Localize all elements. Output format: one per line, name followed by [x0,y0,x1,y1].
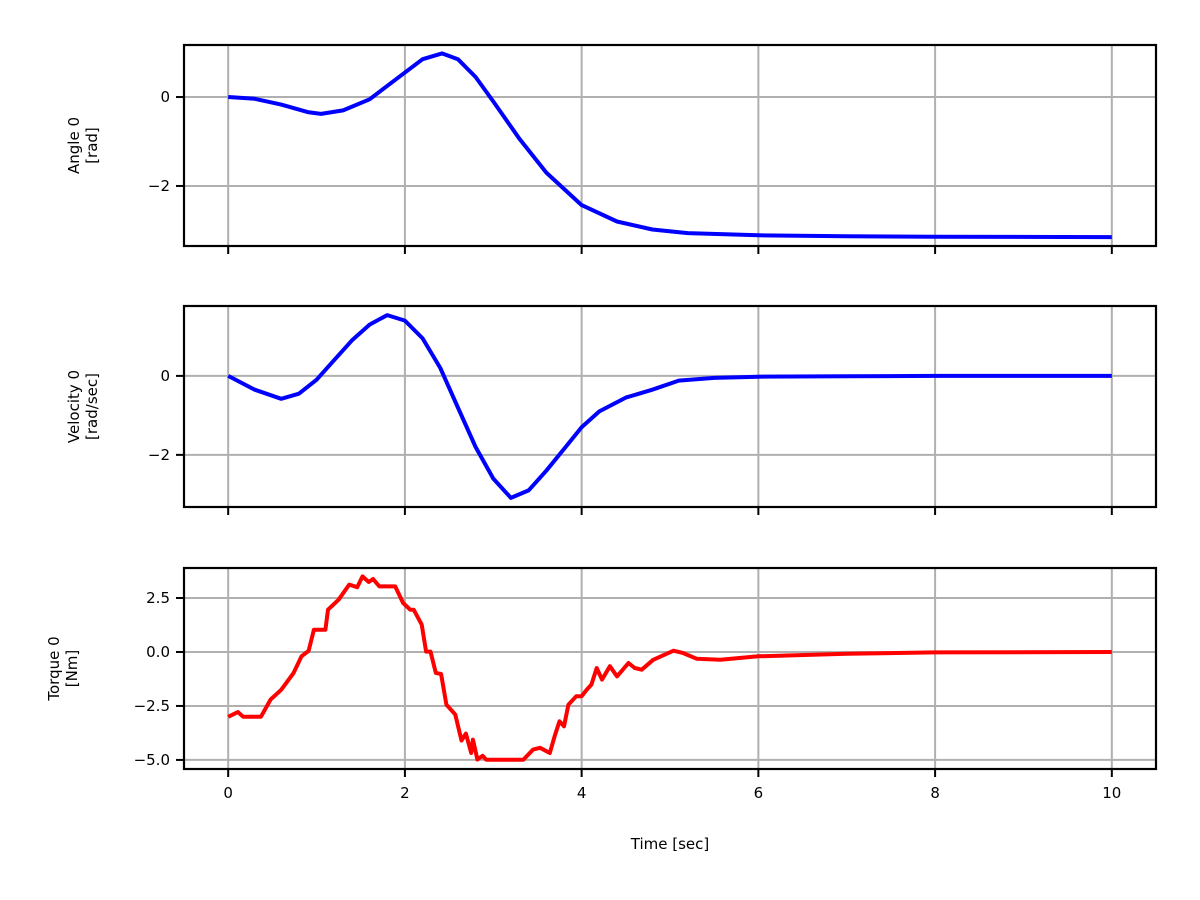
angle-y-label-line1: Angle 0 [65,117,83,174]
torque-x-tick-label: 6 [754,784,764,802]
velocity-subplot: 0 −2 Velocity 0 [rad/sec] [65,304,1158,515]
angle-y-axis-label: Angle 0 [rad] [65,117,101,174]
velocity-series-line [227,313,1112,500]
angle-axes-frame [182,43,1158,248]
angle-y-tick-label: 0 [160,88,170,106]
angle-y-label-line2: [rad] [83,127,101,164]
torque-y-tick-label: −5.0 [134,751,170,769]
x-axis-label: Time [sec] [630,835,709,853]
velocity-y-label-line2: [rad/sec] [83,373,101,440]
angle-series-line [228,51,1112,240]
torque-axes-frame [182,566,1158,771]
torque-y-tick-label: 0.0 [146,643,170,661]
torque-y-tick-label: −2.5 [134,697,170,715]
angle-y-tick-label: −2 [148,177,170,195]
velocity-y-tick-label: −2 [148,446,170,464]
torque-y-label-line1: Torque 0 [45,636,63,701]
torque-x-tick-label: 2 [400,784,410,802]
velocity-y-axis-label: Velocity 0 [rad/sec] [65,370,101,443]
torque-y-tick-label: 2.5 [146,589,170,607]
torque-y-axis-label: Torque 0 [Nm] [45,636,81,701]
torque-x-tick-label: 8 [930,784,940,802]
torque-x-tick-label: 10 [1102,784,1121,802]
velocity-y-label-line1: Velocity 0 [65,370,83,443]
torque-series-line [227,574,1112,762]
velocity-axes-frame [182,304,1158,509]
velocity-y-tick-label: 0 [160,367,170,385]
torque-y-label-line2: [Nm] [63,650,81,688]
angle-subplot: 0 −2 Angle 0 [rad] [65,43,1158,254]
torque-x-tick-label: 0 [223,784,233,802]
torque-x-tick-label: 4 [577,784,587,802]
torque-subplot: 0 2 4 6 8 10 2.5 0.0 −2.5 −5.0 Torque 0 [Nm] [45,566,1158,802]
